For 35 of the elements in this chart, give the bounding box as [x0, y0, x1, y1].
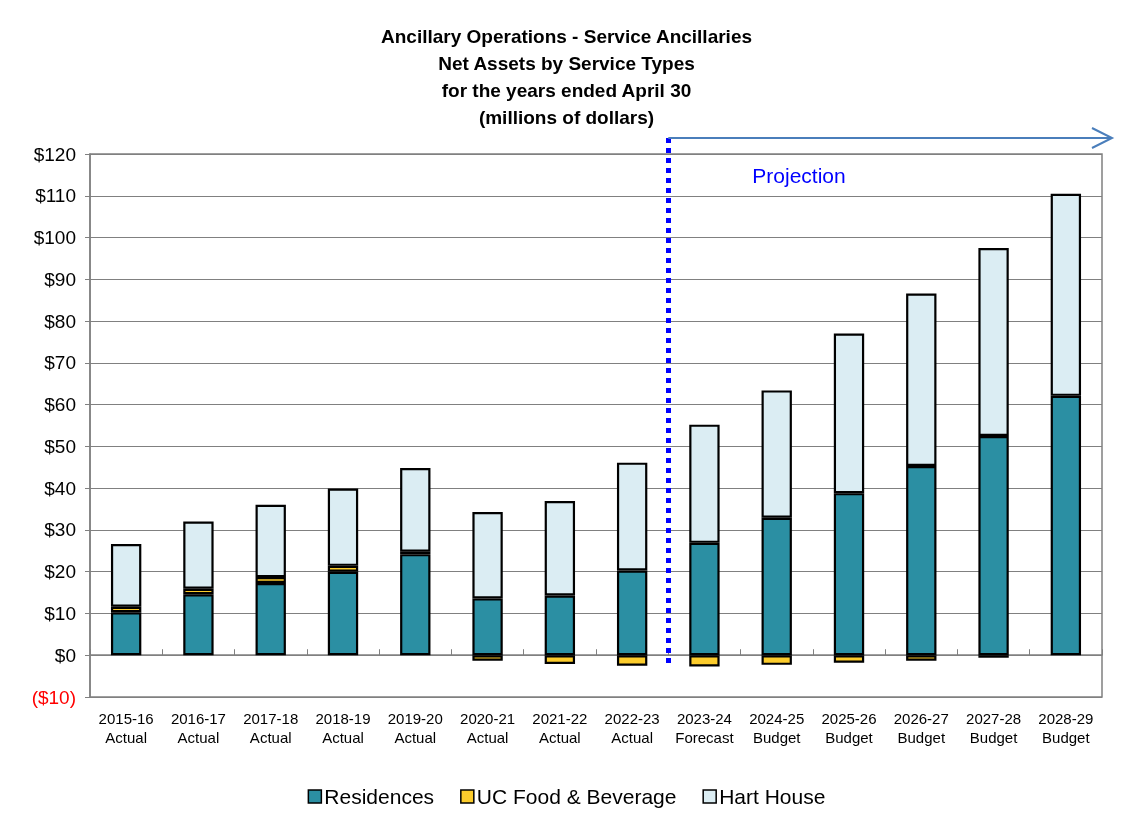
- x-tick-label: 2017-18 Actual: [243, 710, 299, 746]
- x-tick-label: 2027-28 Budget: [966, 710, 1022, 746]
- x-tick-label: 2019-20 Actual: [387, 710, 443, 746]
- x-tick-label: 2015-16 Actual: [98, 710, 154, 746]
- x-tick-label: 2025-26 Budget: [821, 710, 877, 746]
- y-tick-label: $40: [44, 477, 76, 499]
- legend-label: Hart House: [719, 785, 826, 808]
- y-tick-label: $80: [44, 310, 76, 332]
- y-tick-label: $110: [35, 185, 76, 207]
- x-tick-label: 2018-19 Actual: [315, 710, 371, 746]
- x-tick-label: 2021-22 Actual: [532, 710, 588, 746]
- y-tick-label: $60: [44, 394, 76, 416]
- y-tick-label: ($10): [31, 686, 76, 708]
- y-tick-label: $50: [44, 435, 76, 457]
- x-tick-label: 2016-17 Actual: [170, 710, 226, 746]
- y-tick-label: $20: [44, 561, 76, 583]
- x-tick-label: 2023-24 Forecast: [675, 710, 735, 746]
- y-tick-label: $10: [44, 602, 76, 624]
- y-tick-label: $70: [44, 352, 76, 374]
- y-tick-label: $90: [44, 268, 76, 290]
- x-tick-label: 2026-27 Budget: [893, 710, 949, 746]
- x-tick-label: 2020-21 Actual: [460, 710, 516, 746]
- x-tick-label: 2028-29 Budget: [1038, 710, 1094, 746]
- bar: [400, 554, 431, 656]
- ref-line-label: Projection: [752, 164, 846, 187]
- x-tick-label: 2022-23 Actual: [604, 710, 660, 746]
- bar: [400, 468, 431, 552]
- y-tick-label: $30: [44, 519, 76, 541]
- y-tick-label: $100: [33, 227, 76, 249]
- legend-label: UC Food & Beverage: [476, 785, 677, 808]
- x-tick-label: 2024-25 Budget: [749, 710, 805, 746]
- chart-title: Ancillary Operations - Service Ancillaries Net Assets by Service Types for the years ended April 30 (millions of dollars): [380, 26, 753, 128]
- y-tick-label: $120: [33, 143, 76, 165]
- legend-label: Residences: [324, 785, 435, 808]
- y-tick-label: $0: [54, 644, 76, 666]
